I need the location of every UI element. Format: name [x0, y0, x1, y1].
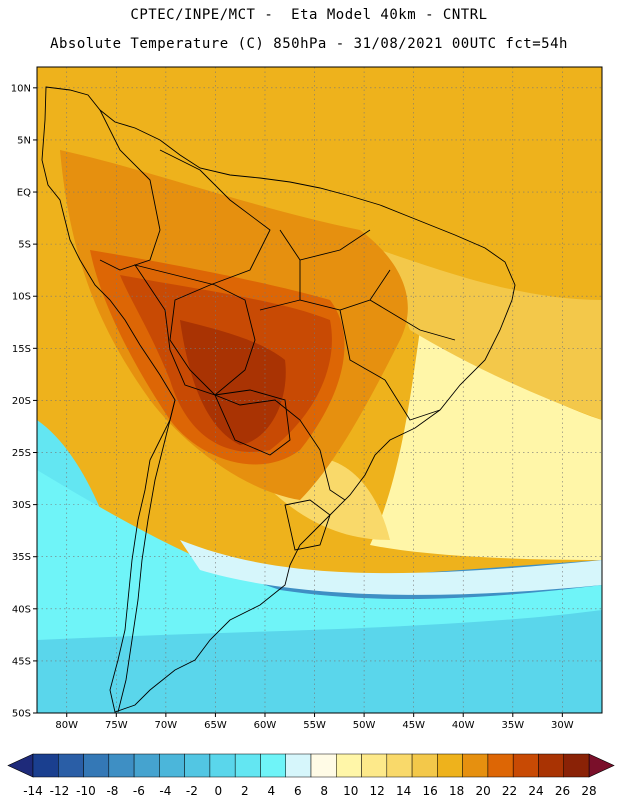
- lon-label: 35W: [501, 720, 524, 731]
- chart-title: CPTEC/INPE/MCT - Eta Model 40km - CNTRL: [130, 7, 488, 23]
- colorbar-label: 16: [423, 784, 438, 798]
- colorbar-swatch: [83, 753, 110, 778]
- colorbar-label: -10: [76, 784, 96, 798]
- colorbar-under-arrow: [7, 753, 34, 778]
- uruguay-border: [284, 499, 331, 551]
- south-america-coastline: [41, 86, 516, 713]
- colorbar-swatch: [336, 753, 362, 778]
- bolivia-border: [133, 264, 256, 396]
- colorbar-label: 28: [581, 784, 596, 798]
- colorbar-swatch: [32, 753, 59, 778]
- lon-label: 30W: [551, 720, 574, 731]
- colorbar-swatch: [310, 753, 337, 778]
- colorbar-label: -14: [23, 784, 43, 798]
- colorbar-label: 2: [241, 784, 249, 798]
- temp-zone-mid-cool: [180, 540, 602, 595]
- paraguay-border: [214, 389, 291, 456]
- temp-zone-atlantic-mild: [370, 330, 602, 560]
- colorbar-swatch: [462, 753, 489, 778]
- lat-label: 25S: [12, 448, 31, 459]
- colorbar-swatch: [133, 753, 160, 778]
- colorbar-label: 12: [370, 784, 385, 798]
- lat-label: 45S: [12, 656, 31, 667]
- lat-label: 10N: [11, 83, 31, 94]
- lon-label: 40W: [452, 720, 475, 731]
- temp-zone-south-cool: [37, 470, 602, 640]
- colorbar-label: -12: [50, 784, 70, 798]
- lat-label: 15S: [12, 344, 31, 355]
- colorbar-label: 8: [320, 784, 328, 798]
- colorbar-label: -8: [106, 784, 118, 798]
- lat-label: 30S: [12, 500, 31, 511]
- colorbar-label: -2: [186, 784, 198, 798]
- lon-label: 45W: [402, 720, 425, 731]
- colorbar-label: 14: [396, 784, 411, 798]
- lat-label: EQ: [17, 188, 31, 199]
- lat-label: 50S: [12, 709, 31, 720]
- colorbar-swatch: [487, 753, 514, 778]
- lat-label: 5S: [18, 240, 31, 251]
- colorbar-swatch: [209, 753, 236, 778]
- colorbar-swatch: [234, 753, 261, 778]
- colorbar-swatch: [108, 753, 135, 778]
- map-frame: [36, 66, 603, 714]
- colorbar-label: -6: [133, 784, 145, 798]
- colorbar-swatch: [411, 753, 438, 778]
- lon-label: 65W: [204, 720, 227, 731]
- colorbar-label: 20: [475, 784, 490, 798]
- lon-label: 80W: [55, 720, 78, 731]
- brazil-border: [159, 149, 346, 501]
- lat-label: 40S: [12, 604, 31, 615]
- brazil-states: [259, 229, 456, 421]
- argentina-chile-border: [117, 399, 176, 713]
- venezuela-colombia-border: [99, 109, 161, 271]
- colorbar-swatch: [512, 753, 539, 778]
- colorbar-label: 0: [215, 784, 223, 798]
- colorbar-swatch: [386, 753, 413, 778]
- lon-label: 70W: [155, 720, 178, 731]
- colorbar-swatch: [437, 753, 463, 778]
- lat-label: 20S: [12, 396, 31, 407]
- lat-label: 5N: [17, 135, 31, 146]
- colorbar-swatch: [285, 753, 312, 778]
- colorbar-swatch: [260, 753, 286, 778]
- colorbar-label: 18: [449, 784, 464, 798]
- colorbar-label: 10: [343, 784, 358, 798]
- lon-label: 50W: [353, 720, 376, 731]
- lat-label: 35S: [12, 552, 31, 563]
- colorbar-label: 4: [267, 784, 275, 798]
- colorbar-label: 6: [294, 784, 302, 798]
- temp-zone-pantanal-core: [180, 320, 286, 445]
- colorbar-swatch: [538, 753, 564, 778]
- lat-label: 10S: [12, 292, 31, 303]
- colorbar-swatch: [159, 753, 185, 778]
- colorbar-swatch: [184, 753, 211, 778]
- colorbar-swatch: [563, 753, 590, 778]
- colorbar-label: 22: [502, 784, 517, 798]
- colorbar-label: -4: [159, 784, 171, 798]
- lon-label: 75W: [105, 720, 128, 731]
- colorbar-over-arrow: [588, 753, 615, 778]
- colorbar-label: 26: [555, 784, 570, 798]
- temp-zone-north-warm: [37, 67, 602, 300]
- colorbar-swatch: [361, 753, 388, 778]
- temp-zone-east-warm: [380, 250, 602, 420]
- lon-label: 60W: [254, 720, 277, 731]
- colorbar-swatch: [58, 753, 84, 778]
- lon-label: 55W: [303, 720, 326, 731]
- colorbar-label: 24: [528, 784, 543, 798]
- chart-subtitle: Absolute Temperature (C) 850hPa - 31/08/…: [50, 36, 568, 52]
